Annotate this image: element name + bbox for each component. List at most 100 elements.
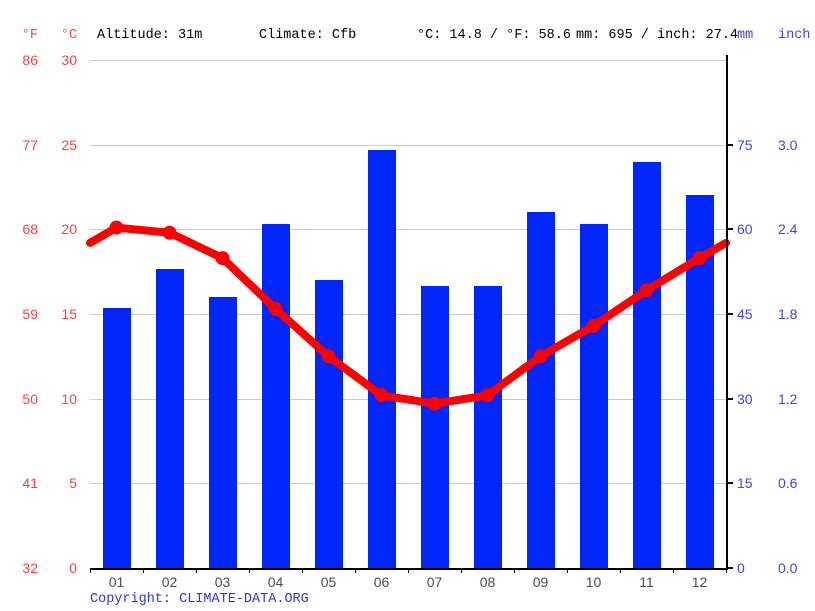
gridline (90, 314, 726, 315)
month-label: 02 (161, 574, 178, 590)
mm-tick (728, 482, 733, 485)
month-label: 04 (267, 574, 284, 590)
month-tick (143, 568, 144, 573)
month-tick (408, 568, 409, 573)
precip-bar (261, 223, 290, 568)
mm-tick (728, 313, 733, 315)
fahrenheit-axis-label: 68 (22, 221, 38, 238)
gridline (90, 60, 726, 61)
month-tick (302, 568, 303, 573)
month-label: 05 (320, 574, 337, 590)
total-precipitation-label: mm: 695 / inch: 27.4 (576, 28, 739, 43)
celsius-axis-label: 30 (61, 52, 77, 68)
celsius-axis-label: 5 (69, 475, 77, 492)
mean-temperature-label: °C: 14.8 / °F: 58.6 (417, 28, 571, 43)
month-tick (249, 568, 250, 573)
temperature-point (109, 220, 124, 235)
fahrenheit-axis-label: 77 (22, 136, 38, 153)
climate-type-label: Climate: Cfb (259, 28, 357, 43)
precip-bar (367, 150, 396, 568)
inch-axis-label: 3.0 (778, 136, 798, 153)
month-label: 03 (214, 574, 231, 590)
temperature-point (480, 388, 495, 403)
month-label: 08 (479, 574, 496, 590)
temperature-point (268, 301, 283, 316)
altitude-label: Altitude: 31m (97, 28, 203, 43)
mm-axis-label: 45 (737, 306, 753, 322)
month-tick (461, 568, 462, 573)
inch-axis-label: 0.0 (778, 560, 798, 576)
celsius-axis-label: 0 (69, 560, 77, 576)
temperature-point (639, 283, 654, 298)
month-tick (673, 568, 674, 573)
mm-tick (728, 143, 733, 146)
celsius-axis-label: 15 (61, 306, 77, 322)
right-axis-line (726, 55, 728, 570)
celsius-axis-label: 25 (61, 136, 77, 153)
month-label: 10 (585, 574, 602, 590)
inch-axis-label: 1.8 (778, 306, 798, 322)
fahrenheit-axis-label: 59 (22, 306, 38, 322)
gridline (90, 229, 726, 231)
month-tick (514, 568, 515, 573)
precip-bar (314, 280, 343, 568)
month-label: 12 (691, 574, 708, 590)
precip-bar (526, 212, 555, 568)
fahrenheit-axis-label: 41 (22, 475, 38, 492)
celsius-axis-label: 20 (61, 221, 77, 238)
month-tick (90, 568, 91, 573)
month-tick (567, 568, 568, 573)
fahrenheit-axis-label: 50 (22, 390, 38, 407)
mm-axis-label: 0 (737, 560, 745, 576)
month-label: 11 (639, 574, 654, 590)
temperature-point (374, 388, 389, 403)
temperature-point (692, 251, 707, 266)
month-label: 07 (426, 574, 443, 590)
mm-tick (728, 397, 733, 400)
inch-unit-label: inch (778, 28, 811, 43)
inch-axis-label: 0.6 (778, 475, 798, 492)
precip-bar (473, 285, 502, 568)
mm-axis-label: 15 (737, 475, 753, 492)
fahrenheit-axis-label: 86 (22, 52, 38, 68)
month-tick (196, 568, 197, 573)
temperature-point (321, 349, 336, 364)
mm-axis-label: 30 (737, 390, 753, 407)
copyright-line: Copyright: CLIMATE-DATA.ORG (90, 591, 309, 608)
month-tick (355, 568, 356, 573)
temperature-point (162, 225, 177, 240)
month-tick (726, 568, 727, 573)
precip-bar (632, 161, 661, 568)
month-tick (620, 568, 621, 573)
precip-bar (102, 308, 131, 568)
precip-bar (208, 297, 237, 568)
gridline (90, 144, 726, 146)
precip-bar (155, 268, 184, 568)
temperature-point (533, 349, 548, 364)
month-label: 01 (108, 574, 125, 590)
bottom-axis-line (90, 568, 728, 570)
mm-unit-label: mm (737, 28, 754, 43)
fahrenheit-unit-label: °F (21, 28, 38, 43)
gridline (90, 483, 726, 485)
celsius-axis-label: 10 (61, 390, 77, 407)
inch-axis-label: 2.4 (778, 221, 798, 238)
temperature-polyline (86, 223, 730, 408)
temperature-point (215, 251, 230, 266)
copyright-label: Copyright: (90, 592, 180, 607)
plot-area (86, 55, 733, 573)
mm-axis-label: 60 (737, 221, 753, 238)
precip-bar (579, 223, 608, 568)
climate-data-org-link[interactable]: CLIMATE-DATA.ORG (179, 592, 309, 607)
month-label: 09 (532, 574, 549, 590)
mm-tick (728, 567, 733, 569)
precip-bar (420, 285, 449, 568)
celsius-unit-label: °C (60, 28, 77, 43)
fahrenheit-axis-label: 32 (22, 560, 38, 576)
temperature-line (86, 220, 730, 411)
month-label: 06 (373, 574, 390, 590)
temperature-point (586, 318, 601, 333)
mm-axis-label: 75 (737, 136, 753, 153)
temperature-point (427, 396, 442, 411)
